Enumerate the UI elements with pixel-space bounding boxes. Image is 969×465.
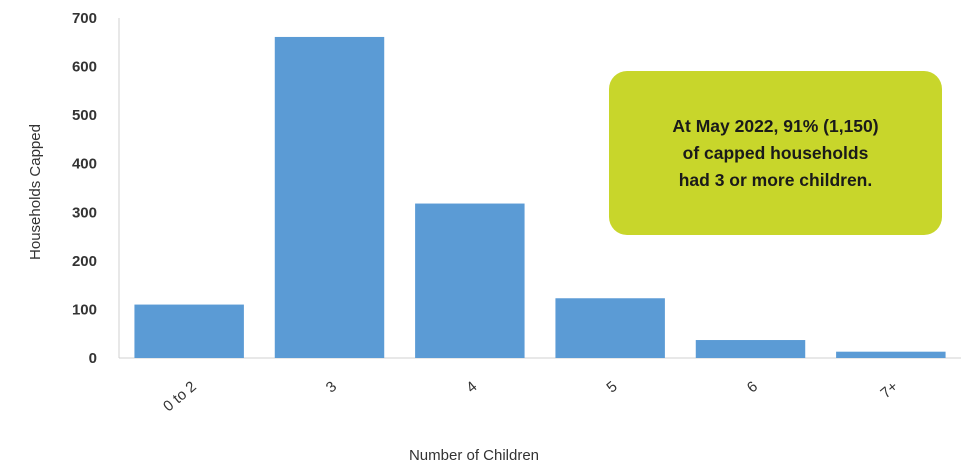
x-category-label: 5 (603, 378, 620, 396)
y-tick-label: 100 (72, 301, 97, 318)
x-category-label: 7+ (877, 378, 901, 402)
x-category-label: 4 (463, 378, 480, 396)
y-tick-label: 200 (72, 253, 97, 270)
y-tick-label: 500 (72, 107, 97, 124)
x-category-label: 3 (323, 378, 340, 396)
callout-line-1: At May 2022, 91% (1,150) (672, 115, 879, 136)
x-category-label: 0 to 2 (160, 378, 200, 415)
y-tick-label: 600 (72, 59, 97, 76)
y-tick-label: 400 (72, 156, 97, 173)
bar (695, 340, 806, 358)
bar (134, 304, 244, 358)
bars (134, 36, 946, 358)
bar (836, 351, 946, 358)
y-axis-title: Households Capped (27, 124, 44, 260)
callout-box: At May 2022, 91% (1,150) of capped house… (609, 71, 942, 235)
y-tick-label: 300 (72, 204, 97, 221)
bar (274, 36, 385, 358)
x-category-label: 6 (744, 378, 761, 396)
y-axis-ticks: 0 100 200 300 400 500 600 700 (72, 10, 97, 367)
callout-line-3: had 3 or more children. (678, 169, 873, 190)
bar (555, 298, 665, 358)
x-axis-title: Number of Children (409, 447, 539, 464)
callout-line-2: of capped households (682, 142, 869, 163)
y-tick-label: 700 (72, 10, 97, 27)
bar (415, 203, 525, 358)
x-axis-categories: 0 to 2 3 4 5 6 7+ (160, 378, 902, 415)
y-tick-label: 0 (89, 350, 97, 367)
